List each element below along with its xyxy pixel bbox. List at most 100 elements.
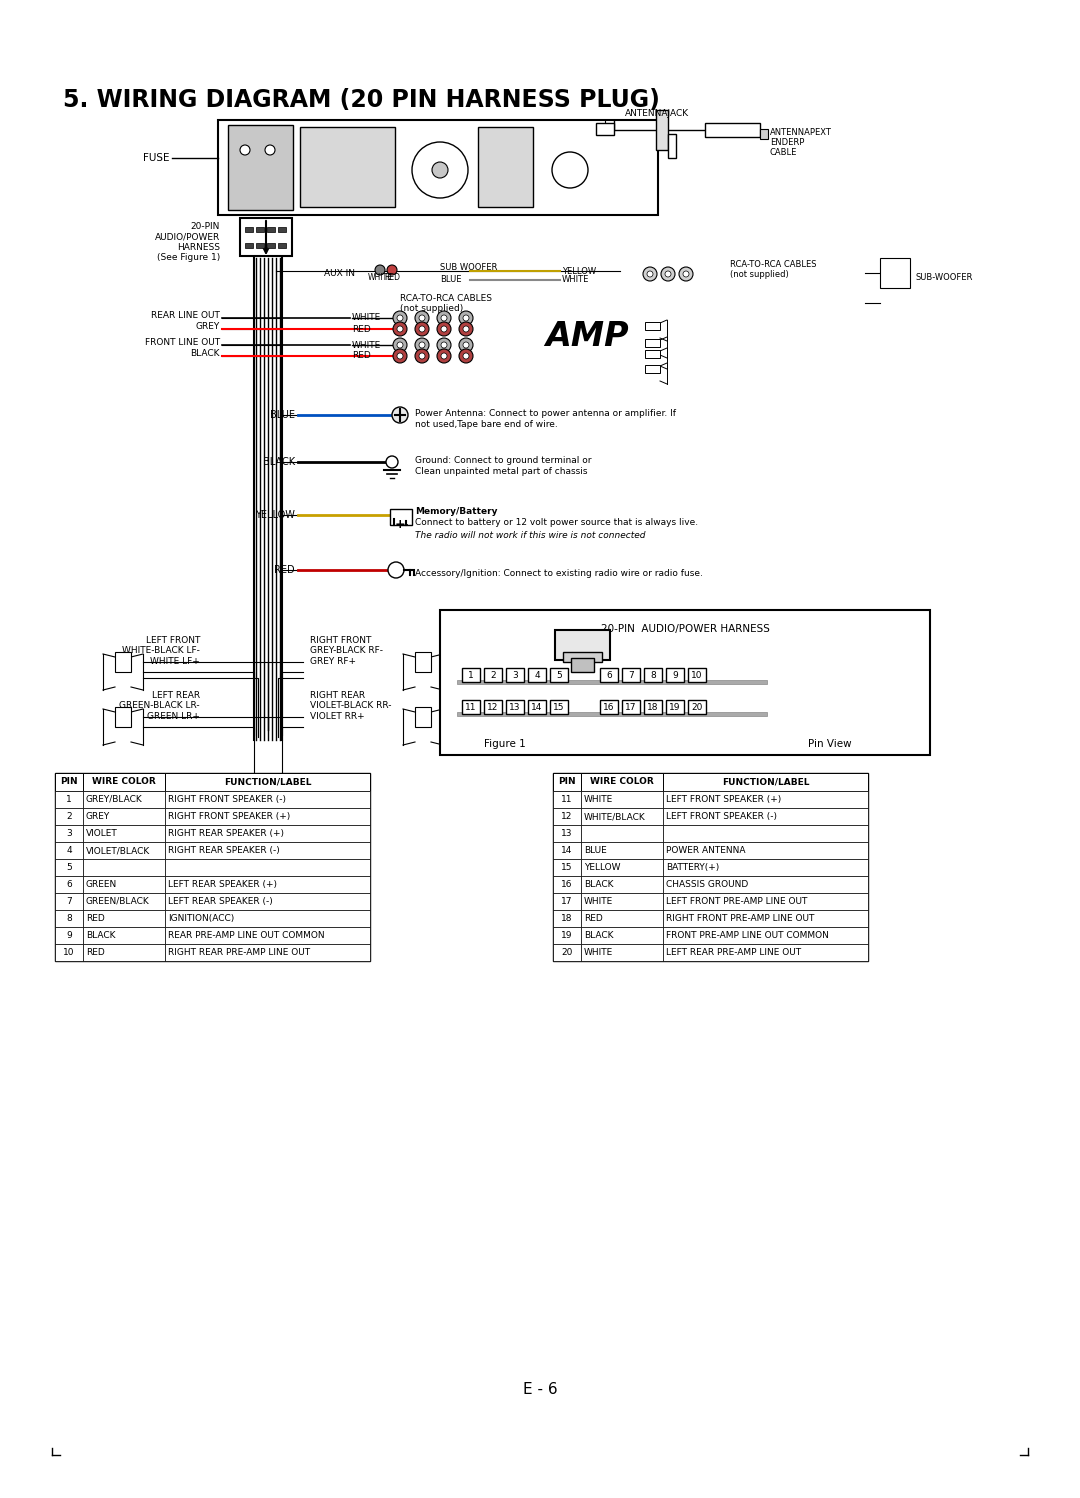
Text: 16: 16 bbox=[604, 703, 615, 712]
Bar bbox=[663, 909, 868, 927]
Text: PIN: PIN bbox=[60, 777, 78, 786]
Bar bbox=[663, 858, 868, 876]
Circle shape bbox=[459, 339, 473, 352]
Circle shape bbox=[441, 342, 447, 348]
Bar bbox=[581, 791, 663, 807]
Text: WIRE COLOR: WIRE COLOR bbox=[92, 777, 156, 786]
Text: 18: 18 bbox=[647, 703, 659, 712]
Bar bbox=[165, 944, 370, 962]
Text: 14: 14 bbox=[531, 703, 542, 712]
Text: LEFT REAR SPEAKER (-): LEFT REAR SPEAKER (-) bbox=[168, 897, 273, 906]
Bar bbox=[218, 120, 658, 216]
Bar bbox=[440, 610, 930, 755]
Text: RED: RED bbox=[274, 565, 295, 575]
Circle shape bbox=[441, 315, 447, 321]
Text: 15: 15 bbox=[553, 703, 565, 712]
Circle shape bbox=[415, 322, 429, 336]
Bar bbox=[415, 652, 431, 673]
Bar bbox=[656, 109, 669, 150]
Bar bbox=[644, 668, 662, 682]
Bar bbox=[581, 927, 663, 944]
Circle shape bbox=[643, 267, 657, 282]
Text: GREY/BLACK: GREY/BLACK bbox=[86, 795, 143, 804]
Text: 7: 7 bbox=[629, 671, 634, 680]
Bar bbox=[644, 700, 662, 715]
Circle shape bbox=[463, 354, 469, 360]
Bar bbox=[165, 927, 370, 944]
Bar bbox=[563, 652, 602, 662]
Text: AUX IN: AUX IN bbox=[324, 268, 355, 277]
Circle shape bbox=[411, 142, 468, 198]
Bar bbox=[55, 807, 83, 825]
Bar bbox=[663, 825, 868, 842]
Bar bbox=[256, 228, 264, 232]
Bar bbox=[165, 773, 370, 791]
Text: 16: 16 bbox=[562, 879, 572, 888]
Text: 10: 10 bbox=[64, 948, 75, 957]
Bar bbox=[571, 658, 594, 673]
Bar bbox=[663, 927, 868, 944]
Bar bbox=[663, 876, 868, 893]
Circle shape bbox=[397, 354, 403, 360]
Bar bbox=[581, 825, 663, 842]
Text: BLUE: BLUE bbox=[440, 276, 461, 285]
Bar bbox=[553, 876, 581, 893]
Text: BLACK: BLACK bbox=[86, 930, 116, 941]
Text: RED: RED bbox=[352, 325, 370, 334]
Text: LEFT FRONT SPEAKER (-): LEFT FRONT SPEAKER (-) bbox=[666, 812, 777, 821]
Text: 7: 7 bbox=[66, 897, 72, 906]
Text: SUB-WOOFER: SUB-WOOFER bbox=[915, 274, 972, 283]
Text: RED: RED bbox=[584, 914, 603, 923]
Circle shape bbox=[393, 312, 407, 325]
Text: FRONT LINE OUT: FRONT LINE OUT bbox=[145, 339, 220, 348]
Text: POWER ANTENNA: POWER ANTENNA bbox=[666, 846, 745, 855]
Circle shape bbox=[419, 327, 426, 333]
Circle shape bbox=[552, 151, 588, 189]
Bar bbox=[83, 893, 165, 909]
Text: RIGHT REAR: RIGHT REAR bbox=[310, 691, 365, 700]
Text: RIGHT FRONT: RIGHT FRONT bbox=[310, 637, 372, 646]
Circle shape bbox=[463, 342, 469, 348]
Bar bbox=[688, 700, 706, 715]
Bar bbox=[553, 791, 581, 807]
Bar bbox=[528, 700, 546, 715]
Bar bbox=[228, 124, 293, 210]
Text: 6: 6 bbox=[606, 671, 612, 680]
Bar bbox=[83, 909, 165, 927]
Text: 20: 20 bbox=[691, 703, 703, 712]
Circle shape bbox=[392, 407, 408, 422]
Bar bbox=[256, 243, 264, 249]
Text: -: - bbox=[403, 518, 407, 530]
Text: Connect to battery or 12 volt power source that is always live.: Connect to battery or 12 volt power sour… bbox=[415, 518, 698, 527]
Text: WHITE: WHITE bbox=[584, 948, 613, 957]
Circle shape bbox=[419, 315, 426, 321]
Text: 18: 18 bbox=[562, 914, 572, 923]
Bar bbox=[645, 351, 660, 358]
Bar bbox=[267, 228, 275, 232]
Text: 1: 1 bbox=[66, 795, 72, 804]
Bar bbox=[55, 773, 370, 962]
Text: 13: 13 bbox=[510, 703, 521, 712]
Circle shape bbox=[387, 265, 397, 276]
Text: ENDERP: ENDERP bbox=[770, 138, 805, 147]
Text: RED: RED bbox=[352, 352, 370, 361]
Bar bbox=[114, 707, 131, 727]
Bar bbox=[581, 876, 663, 893]
Text: 13: 13 bbox=[562, 828, 572, 837]
Bar bbox=[553, 944, 581, 962]
Text: 10: 10 bbox=[691, 671, 703, 680]
Bar bbox=[600, 700, 618, 715]
Text: SUB WOOFER: SUB WOOFER bbox=[440, 264, 498, 273]
Circle shape bbox=[375, 265, 384, 276]
Text: GREY: GREY bbox=[195, 322, 220, 331]
Text: RED: RED bbox=[86, 948, 105, 957]
Bar bbox=[663, 807, 868, 825]
Text: YELLOW: YELLOW bbox=[584, 863, 621, 872]
Circle shape bbox=[415, 339, 429, 352]
Text: LEFT REAR SPEAKER (+): LEFT REAR SPEAKER (+) bbox=[168, 879, 276, 888]
Bar bbox=[581, 858, 663, 876]
Bar bbox=[165, 807, 370, 825]
Bar bbox=[240, 219, 292, 256]
Circle shape bbox=[419, 342, 426, 348]
Bar bbox=[462, 668, 480, 682]
